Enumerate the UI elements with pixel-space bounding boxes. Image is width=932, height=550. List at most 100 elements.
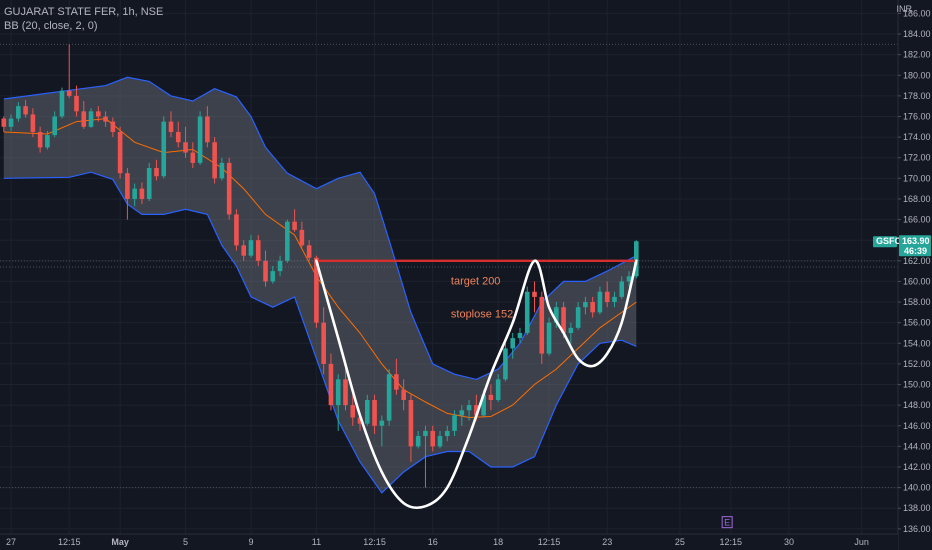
candle-body — [532, 291, 537, 297]
candle — [575, 302, 581, 330]
candle — [503, 343, 508, 382]
candle — [255, 235, 261, 266]
candle — [139, 182, 145, 205]
candle — [365, 394, 370, 426]
currency-label: INR — [896, 4, 913, 14]
time-tick-label: 18 — [493, 537, 503, 547]
price-tick-label: 186.00 — [903, 8, 931, 18]
candle-body — [146, 168, 152, 199]
bollinger-basis-line — [3, 118, 637, 419]
price-tick-label: 160.00 — [903, 276, 931, 286]
candle — [52, 111, 57, 138]
candle-body — [59, 90, 65, 117]
candle-body — [590, 302, 595, 313]
candle — [306, 240, 312, 261]
candle-body — [183, 142, 188, 153]
price-tick-label: 184.00 — [903, 29, 931, 39]
time-tick-label: 30 — [784, 537, 794, 547]
price-tick-label: 174.00 — [903, 132, 931, 142]
candle-body — [96, 111, 101, 117]
price-axis-panel — [898, 0, 932, 550]
time-tick-label: 12:15 — [58, 537, 81, 547]
price-tick-label: 144.00 — [903, 441, 931, 451]
countdown-label: 46:39 — [904, 246, 927, 256]
candle — [248, 235, 254, 258]
candle-body — [161, 121, 167, 177]
candle — [321, 307, 326, 375]
candle-body — [1, 118, 7, 127]
candle-body — [154, 168, 159, 177]
price-tick-label: 146.00 — [903, 421, 931, 431]
candle-body — [365, 399, 370, 424]
candle — [168, 111, 174, 138]
candle — [161, 116, 167, 179]
candle — [379, 415, 385, 447]
candle-body — [444, 430, 450, 437]
candle — [386, 369, 392, 426]
candle-body — [517, 332, 523, 339]
candle — [314, 255, 319, 328]
candle — [154, 159, 159, 181]
price-tick-label: 140.00 — [903, 483, 931, 493]
indicator-legend[interactable]: BB (20, close, 2, 0) — [4, 20, 98, 32]
candle — [190, 142, 196, 169]
candle-body — [226, 162, 232, 215]
candle — [241, 240, 247, 261]
candle-body — [285, 221, 290, 261]
candle-body — [481, 394, 486, 416]
time-tick-label: 27 — [6, 537, 16, 547]
price-tick-label: 142.00 — [903, 462, 931, 472]
candle — [335, 374, 341, 431]
candle — [299, 221, 305, 248]
candle — [546, 317, 552, 356]
candle-body — [248, 240, 254, 256]
candle-body — [328, 363, 334, 406]
symbol-legend[interactable]: GUJARAT STATE FER, 1h, NSE — [4, 6, 164, 18]
symbol-tag-bg — [873, 236, 897, 248]
candle — [510, 332, 515, 359]
time-tick-label: 5 — [183, 537, 188, 547]
candle — [66, 44, 72, 98]
candle-body — [452, 415, 457, 431]
price-tick-label: 180.00 — [903, 70, 931, 80]
candle-body — [488, 394, 494, 400]
candle — [103, 111, 108, 127]
candle — [626, 271, 632, 287]
candle — [633, 240, 639, 279]
candle-body — [626, 276, 632, 282]
price-tick-label: 176.00 — [903, 111, 931, 121]
candle — [394, 358, 399, 395]
candle-body — [74, 95, 79, 112]
candle-body — [292, 221, 297, 230]
price-tick-label: 136.00 — [903, 524, 931, 534]
candle-body — [437, 436, 443, 447]
price-tick-label: 152.00 — [903, 359, 931, 369]
candle-body — [474, 405, 479, 416]
candle-body — [510, 338, 515, 349]
candle — [205, 106, 210, 148]
candle — [604, 281, 610, 308]
candle-body — [583, 302, 588, 308]
price-tag-bg — [899, 235, 931, 257]
candle-body — [306, 245, 312, 258]
candle-body — [103, 116, 108, 122]
candle — [488, 384, 494, 411]
earnings-event-label: E — [724, 518, 730, 528]
price-tick-label: 166.00 — [903, 215, 931, 225]
candle-body — [277, 260, 283, 272]
candle — [30, 108, 36, 138]
candle-body — [575, 307, 581, 328]
candle — [1, 116, 7, 132]
candle-body — [394, 374, 399, 390]
candle-body — [117, 131, 123, 174]
time-tick-label: 12:15 — [363, 537, 386, 547]
price-tick-label: 154.00 — [903, 338, 931, 348]
time-tick-label: 9 — [248, 537, 253, 547]
time-tick-label: 25 — [675, 537, 685, 547]
candle-body — [495, 379, 501, 400]
candle — [285, 219, 290, 263]
time-tick-label: 11 — [312, 537, 321, 547]
candle-body — [503, 348, 508, 380]
